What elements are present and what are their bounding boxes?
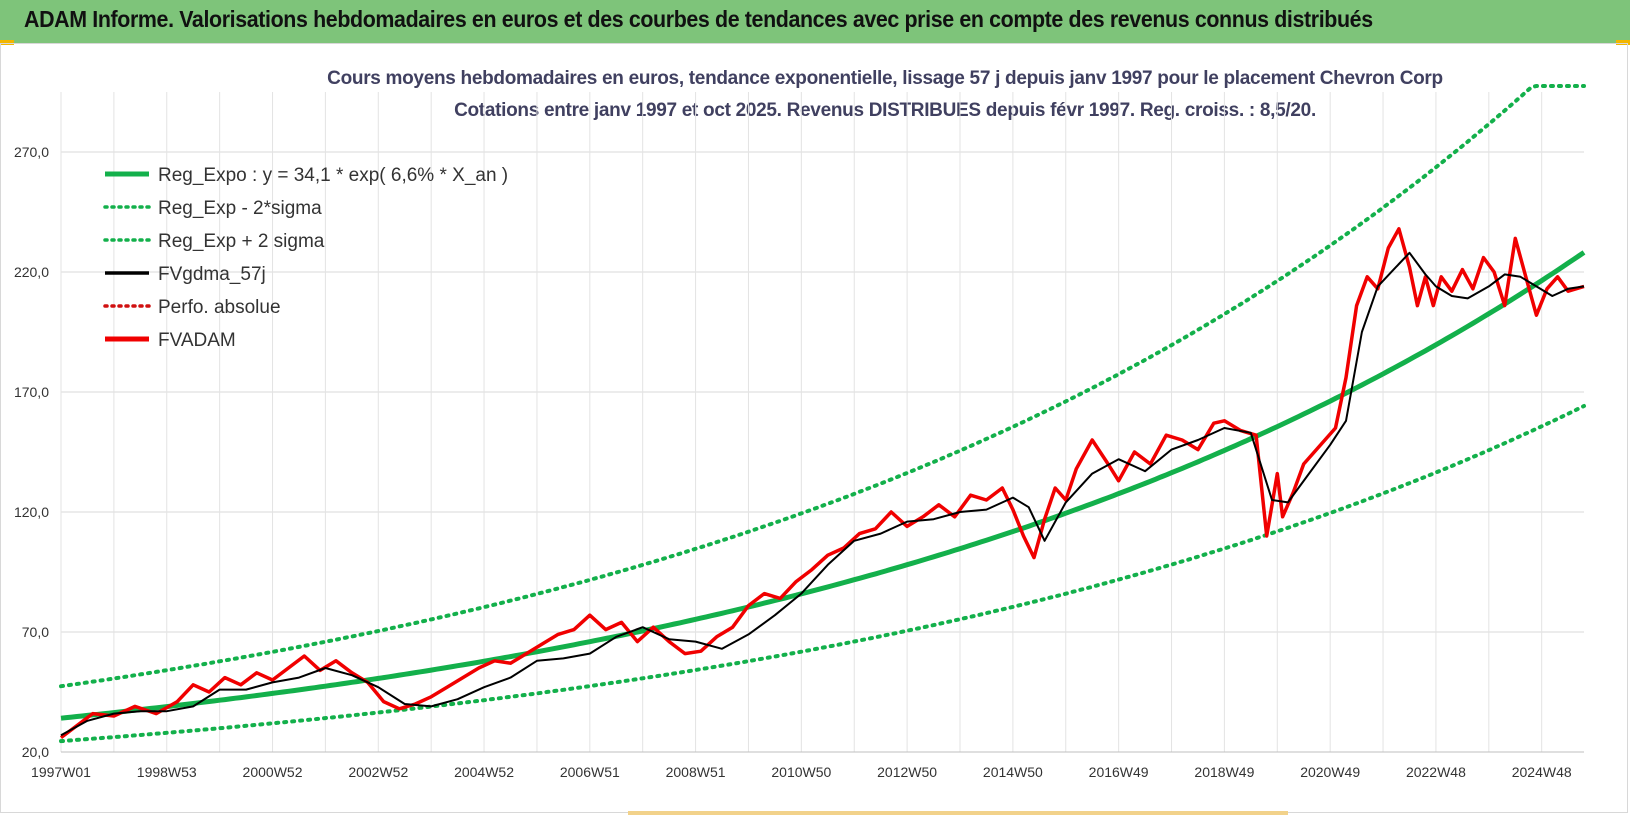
x-tick-label: 2006W51 <box>560 764 620 780</box>
chart-subtitle: Cotations entre janv 1997 et oct 2025. R… <box>454 100 1316 121</box>
y-axis-ticks: 20,0 70,0 120,0 170,0 220,0 270,0 <box>14 144 49 760</box>
series-group <box>59 84 1586 744</box>
x-tick-label: 2012W50 <box>877 764 937 780</box>
footer-accent-2 <box>958 811 1288 815</box>
x-tick-label: 2018W49 <box>1194 764 1254 780</box>
footer-accent <box>628 811 958 815</box>
legend-fvgdma-label: FVgdma_57j <box>158 264 266 285</box>
x-tick-label: 1998W53 <box>137 764 197 780</box>
grid-lines <box>60 92 1584 753</box>
x-tick-label: 2020W49 <box>1300 764 1360 780</box>
x-tick-label: 2010W50 <box>771 764 831 780</box>
y-tick-label: 70,0 <box>22 624 49 640</box>
x-tick-label: 2016W49 <box>1089 764 1149 780</box>
legend-perfo-absolue-label: Perfo. absolue <box>158 297 281 318</box>
x-tick-label: 2008W51 <box>666 764 726 780</box>
y-tick-label: 220,0 <box>14 264 49 280</box>
legend: Reg_Expo : y = 34,1 * exp( 6,6% * X_an )… <box>103 165 508 351</box>
legend-reg-exp-minus-label: Reg_Exp - 2*sigma <box>158 198 322 219</box>
y-tick-label: 20,0 <box>22 744 49 760</box>
legend-fvadam-label: FVADAM <box>158 330 236 351</box>
chart-title: Cours moyens hebdomadaires en euros, ten… <box>327 68 1443 89</box>
header-title: ADAM Informe. Valorisations hebdomadaire… <box>24 6 1373 32</box>
header-accent-right <box>1616 40 1630 45</box>
y-tick-label: 270,0 <box>14 144 49 160</box>
x-tick-label: 1997W01 <box>31 764 91 780</box>
fvgdma-57j-line <box>60 251 1585 737</box>
legend-reg-expo-label: Reg_Expo : y = 34,1 * exp( 6,6% * X_an ) <box>158 165 508 186</box>
x-tick-label: 2002W52 <box>348 764 408 780</box>
header-bar: ADAM Informe. Valorisations hebdomadaire… <box>0 0 1630 45</box>
x-tick-label: 2000W52 <box>243 764 303 780</box>
legend-reg-exp-plus-label: Reg_Exp + 2 sigma <box>158 231 325 252</box>
x-axis-ticks: 1997W01 1998W53 2000W52 2002W52 2004W52 2006W… <box>31 764 1572 780</box>
y-tick-label: 170,0 <box>14 384 49 400</box>
reg-exp-minus-2sigma-line <box>59 404 1586 744</box>
x-tick-label: 2024W48 <box>1512 764 1572 780</box>
x-tick-label: 2022W48 <box>1406 764 1466 780</box>
y-tick-label: 120,0 <box>14 504 49 520</box>
x-tick-label: 2014W50 <box>983 764 1043 780</box>
x-tick-label: 2004W52 <box>454 764 514 780</box>
fvadam-line <box>59 227 1585 739</box>
reg-expo-line <box>60 250 1586 721</box>
header-accent-left <box>0 40 14 45</box>
reg-exp-plus-2sigma-line <box>59 84 1586 689</box>
